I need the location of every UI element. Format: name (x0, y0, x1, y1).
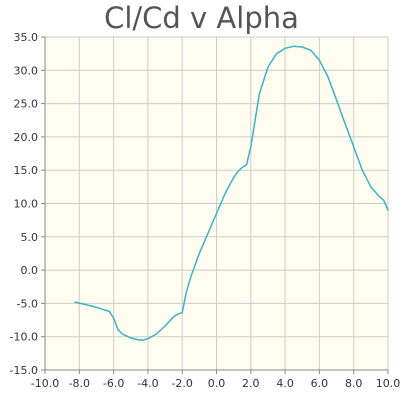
series-layer (74, 45, 389, 341)
y-tick-label: 20.0 (14, 131, 39, 144)
series-line-0 (74, 45, 389, 341)
y-tick-label: 10.0 (14, 198, 39, 211)
x-tick-label: 6.0 (311, 377, 329, 390)
x-tick-label: 0.0 (208, 377, 226, 390)
x-tick-label: -10.0 (31, 377, 59, 390)
x-tick-label: -6.0 (103, 377, 124, 390)
y-tick-label: -5.0 (17, 297, 38, 310)
y-tick-label: 5.0 (21, 231, 39, 244)
tick-labels: -10.0 -8.0 -6.0 -4.0 -2.0 0.0 2.0 4.0 6.0 8.0 10.0… (10, 31, 401, 390)
x-tick-label: 2.0 (242, 377, 260, 390)
y-tick-label: -10.0 (10, 331, 38, 344)
x-tick-label: -4.0 (137, 377, 158, 390)
axes (41, 36, 389, 374)
chart-title: Cl/Cd v Alpha (104, 1, 299, 35)
y-tick-label: -15.0 (10, 364, 38, 377)
x-tick-label: 8.0 (345, 377, 363, 390)
grid-lines (44, 36, 389, 371)
y-tick-label: 0.0 (21, 264, 39, 277)
y-tick-label: 30.0 (14, 64, 39, 77)
y-tick-label: 35.0 (14, 31, 39, 44)
x-tick-label: -8.0 (69, 377, 90, 390)
x-tick-label: -2.0 (171, 377, 192, 390)
x-tick-label: 10.0 (376, 377, 401, 390)
x-tick-label: 4.0 (276, 377, 294, 390)
y-tick-label: 25.0 (14, 98, 39, 111)
y-tick-label: 15.0 (14, 164, 39, 177)
